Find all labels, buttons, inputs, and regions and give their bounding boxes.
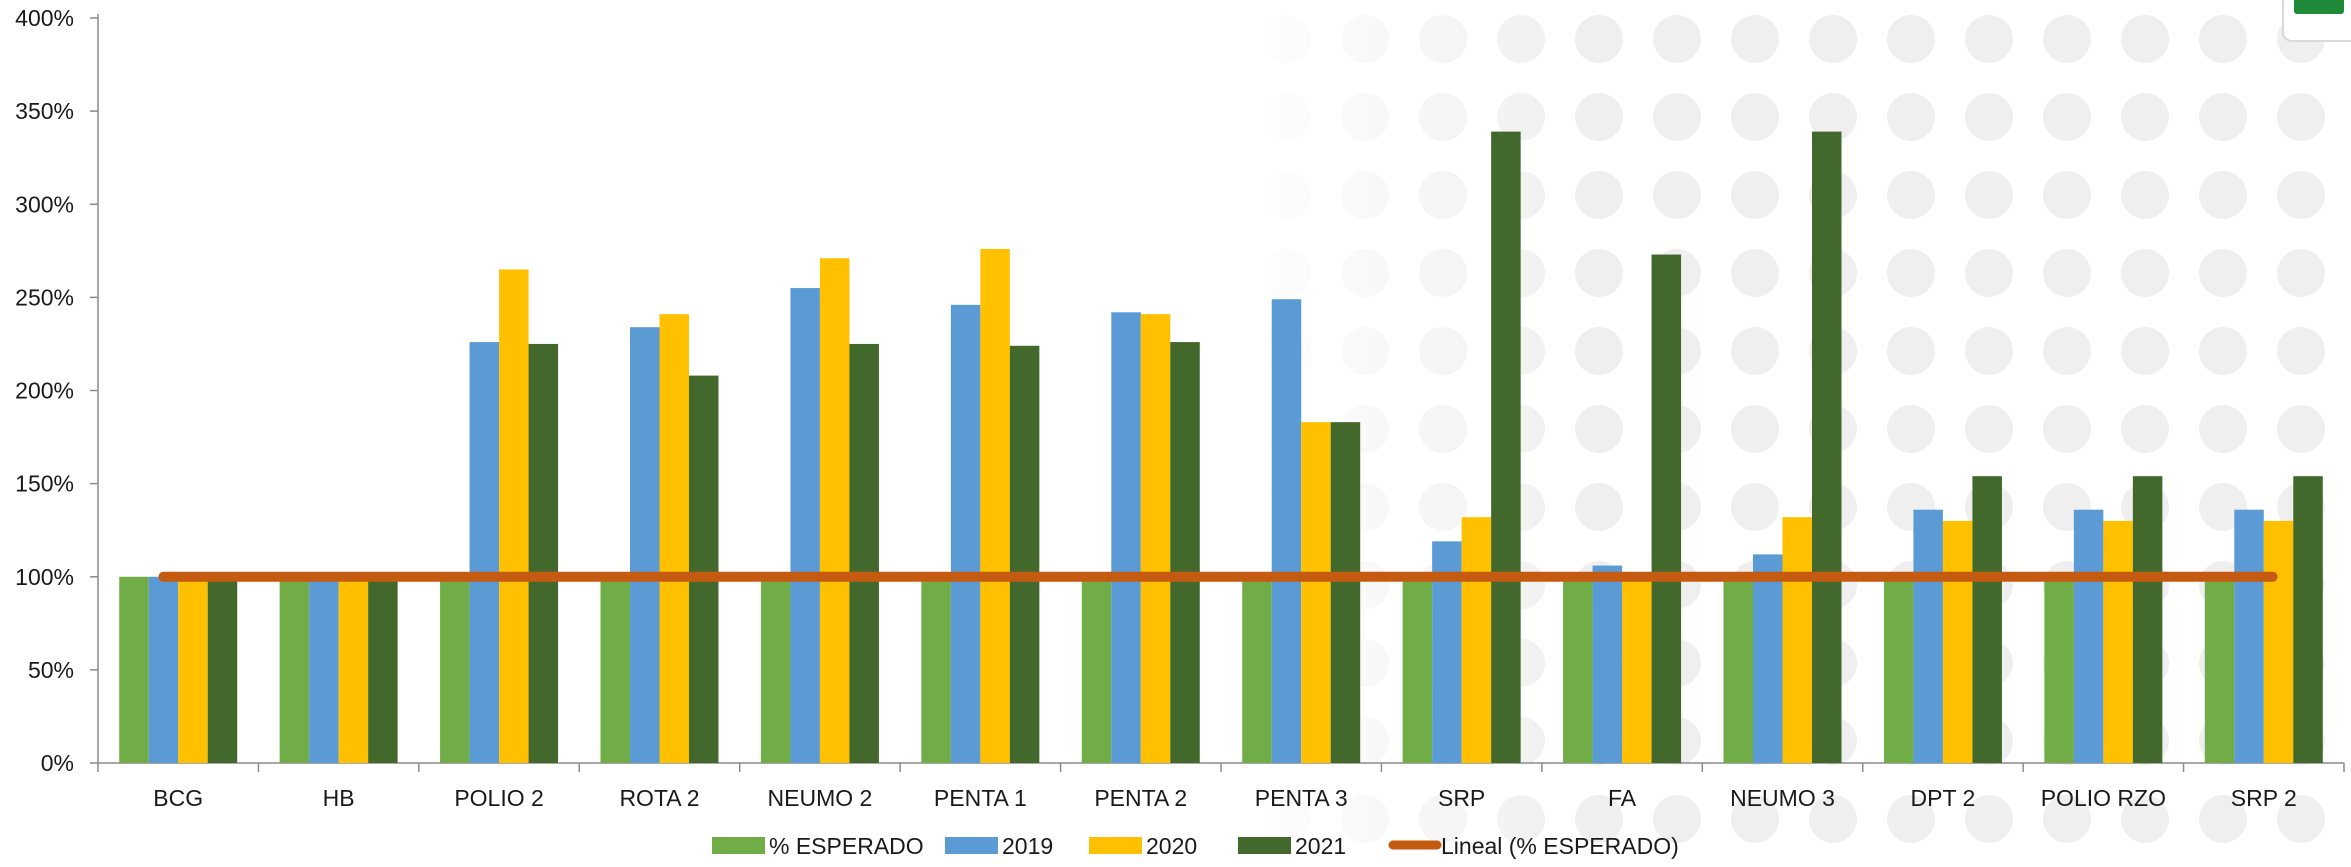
x-tick-label: NEUMO 3 [1730,785,1835,811]
y-tick-label: 100% [15,564,74,590]
x-tick-label: PENTA 1 [934,785,1027,811]
bar [819,258,850,763]
bar [980,248,1010,763]
x-tick-label: BCG [153,785,203,811]
y-tick-label: 0% [41,750,74,776]
bar [1402,576,1433,763]
bar [1301,422,1331,763]
x-tick-label: POLIO RZO [2041,785,2166,811]
bar [1461,517,1492,763]
y-tick-label: 400% [15,5,74,31]
bar [1081,576,1112,763]
legend-swatch [945,837,998,854]
bar [1782,517,1812,763]
legend-label: 2021 [1295,833,1346,859]
x-tick-label: PENTA 2 [1094,785,1187,811]
legend-label: 2020 [1146,833,1197,859]
x-tick-label: POLIO 2 [454,785,543,811]
bar [1622,576,1652,763]
bar [1883,576,1914,763]
legend-swatch [712,837,765,854]
bar [2132,476,2163,763]
x-tick-label: SRP [1438,785,1485,811]
bar [1009,345,1040,763]
bar [1972,476,2002,763]
x-tick-label: NEUMO 2 [768,785,873,811]
bar [1913,509,1943,763]
bars [119,131,2323,764]
logo-badge [2282,0,2351,42]
bar [2103,520,2133,763]
y-tick-label: 350% [15,98,74,124]
bar [1271,299,1302,763]
bar [1753,554,1783,763]
bar [2234,509,2264,763]
x-tick-label: ROTA 2 [619,785,699,811]
bar [689,375,719,763]
bar [921,576,951,763]
bar [2044,576,2074,763]
legend-label: 2019 [1002,833,1053,859]
x-tick-label: DPT 2 [1911,785,1976,811]
bar [309,576,339,763]
bar [499,269,529,763]
bar [440,576,470,763]
bar [950,304,981,763]
x-tick-label: PENTA 3 [1255,785,1348,811]
bar [207,576,238,763]
bar [1491,131,1521,764]
bar [1942,520,1973,763]
bar [760,576,791,763]
bar [1111,312,1141,763]
bar [148,576,179,763]
bar [338,576,369,763]
y-tick-label: 200% [15,378,74,404]
y-tick-label: 150% [15,471,74,497]
legend-swatch [1089,837,1142,854]
bar [1140,314,1171,763]
x-axis-labels: BCG HB POLIO 2 ROTA 2 NEUMO 2 PENTA 1 PENTA 2 P… [153,785,2297,811]
x-tick-label: SRP 2 [2231,785,2297,811]
bar [600,576,630,763]
bar [178,576,208,763]
logo-icon [2294,0,2344,14]
bar [1563,576,1593,763]
legend-swatch [1238,837,1291,854]
legend: % ESPERADO 2019 2020 2021 Lineal (% ESPERADO… [712,833,1679,859]
bar [1651,254,1682,763]
bar [1723,576,1753,763]
y-tick-label: 250% [15,284,74,310]
bar [1812,131,1842,764]
bar [2204,576,2235,763]
bar [790,288,820,763]
bar [2263,520,2294,763]
bar [659,314,689,763]
bar [368,576,398,763]
bar [528,343,559,763]
y-tick-label: 300% [15,191,74,217]
bar [1330,422,1361,763]
legend-label: % ESPERADO [769,833,924,859]
bar [2073,509,2104,763]
x-tick-label: HB [323,785,355,811]
bar [1170,342,1200,763]
bar [630,327,660,763]
y-tick-label: 50% [28,657,74,683]
bar [469,342,500,763]
x-tick-label: FA [1608,785,1637,811]
bar [1242,576,1272,763]
bar [849,343,879,763]
legend-label: Lineal (% ESPERADO) [1441,833,1679,859]
bar [2293,476,2323,763]
bar [279,576,310,763]
y-axis-labels: 0% 50% 100% 150% 200% 250% 300% 350% 400% [15,5,74,776]
bar [1592,565,1623,763]
bar [119,576,149,763]
